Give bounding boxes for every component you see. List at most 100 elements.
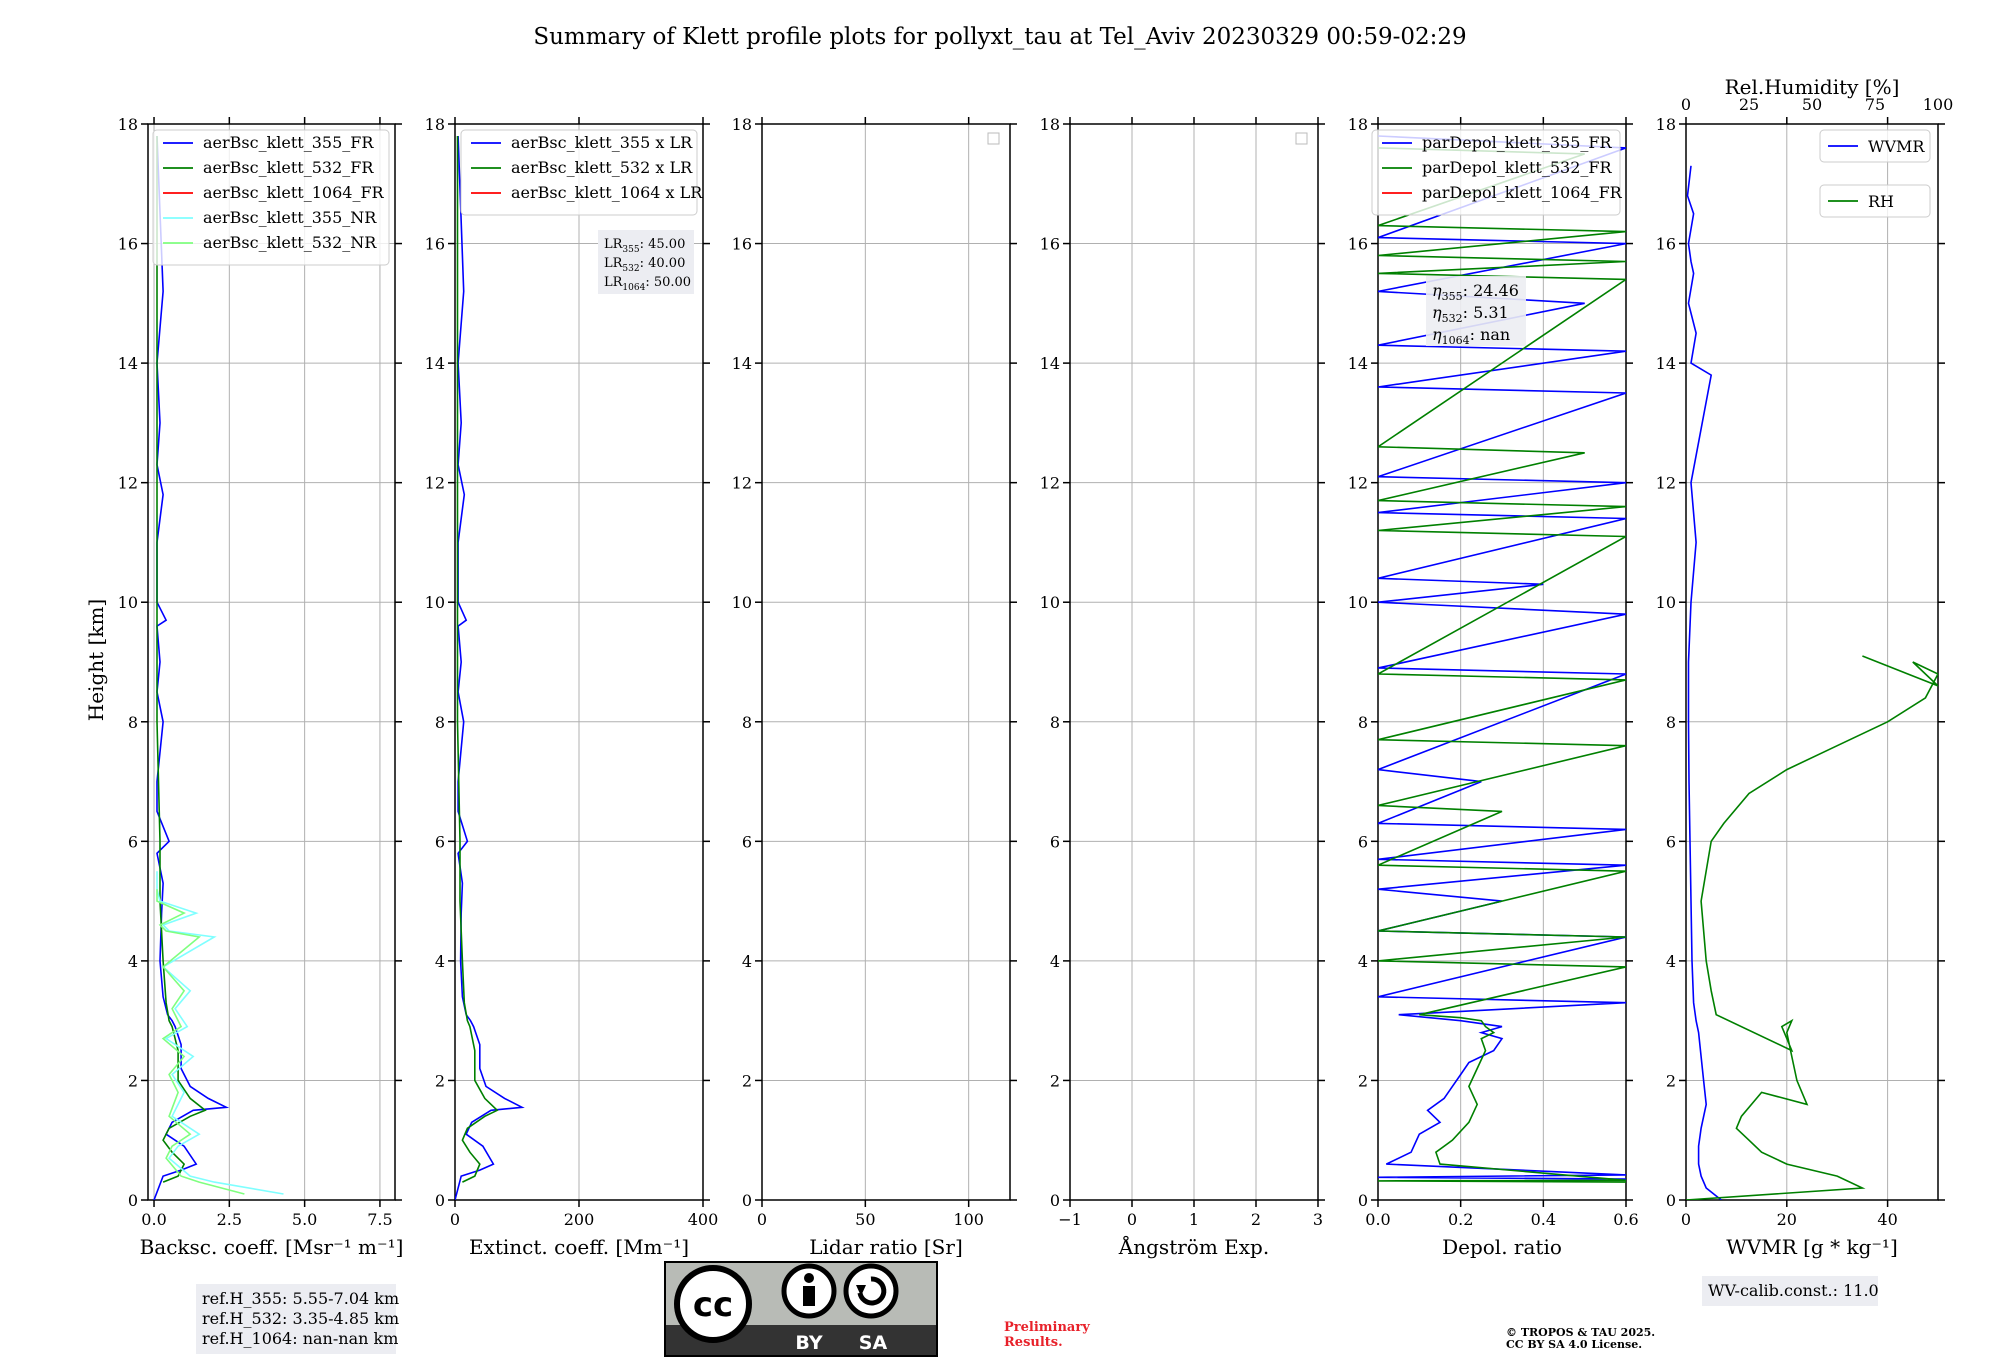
eta-annotation-box (1426, 276, 1526, 346)
eta-symbol: η (1432, 325, 1442, 344)
panel-1: 0 2 4 6 8 10 12 14 16 18 0.0 2.5 5.0 7.5 Backsc. coeff… (118, 115, 404, 1354)
y-tick-label: 12 (1656, 474, 1676, 493)
y-tick-label: 2 (435, 1071, 445, 1090)
y-tick-label: 14 (425, 354, 445, 373)
lr-value: : 50.00 (645, 275, 691, 290)
lr-subscript: 355 (622, 245, 639, 255)
top-x-tick-label: 0 (1681, 95, 1691, 114)
x-tick-label: 0.0 (1365, 1210, 1390, 1229)
y-tick-label: 14 (1656, 354, 1676, 373)
y-tick-label: 12 (1348, 474, 1368, 493)
legend-box (1819, 184, 1931, 218)
copyright-line-2: CC BY SA 4.0 License. (1506, 1338, 1642, 1351)
y-tick-label: 16 (1348, 235, 1368, 254)
legend-label: aerBsc_klett_532_FR (203, 158, 374, 177)
x-tick-label: 5.0 (292, 1210, 317, 1229)
y-tick-label: 14 (732, 354, 752, 373)
x-tick-label: 0 (450, 1210, 460, 1229)
series-line-aerBsc_klett_532_NR (156, 889, 245, 1195)
x-axis-label: Extinct. coeff. [Mm⁻¹] (469, 1235, 689, 1259)
y-tick-label: 6 (1050, 832, 1060, 851)
x-tick-label: 0.0 (141, 1210, 166, 1229)
series-group (1686, 165, 1938, 1200)
eta-subscript: 355 (1442, 290, 1463, 303)
y-tick-label: 2 (1050, 1071, 1060, 1090)
note-box (1702, 1276, 1878, 1306)
y-tick-label: 8 (435, 713, 445, 732)
panel-5: 0 2 4 6 8 10 12 14 16 18 0.0 0.2 0.4 0.6 Depol. ratio p… (1348, 115, 1639, 1259)
y-tick-label: 4 (1358, 952, 1368, 971)
svg-text:BY: BY (795, 1332, 822, 1354)
y-tick-label: 2 (128, 1071, 138, 1090)
y-tick-label: 10 (118, 593, 138, 612)
x-axis-label: Depol. ratio (1442, 1235, 1562, 1259)
y-tick-label: 0 (128, 1191, 138, 1210)
y-tick-label: 6 (1358, 832, 1368, 851)
svg-text:cc: cc (693, 1285, 733, 1325)
y-tick-label: 14 (118, 354, 138, 373)
lr-symbol: LR (604, 275, 624, 290)
figure-title: Summary of Klett profile plots for polly… (533, 24, 1466, 50)
panel-3: 0 2 4 6 8 10 12 14 16 18 0 50 100 Lidar ratio [Sr] (732, 115, 1017, 1259)
plot-frame (1685, 123, 1939, 1201)
legend-label: RH (1868, 192, 1894, 211)
y-tick-label: 10 (425, 593, 445, 612)
top-x-tick-label: 50 (1802, 95, 1822, 114)
y-tick-label: 12 (732, 474, 752, 493)
lr-annotation-line: LR532: 40.00 (604, 256, 685, 274)
x-tick-label: 0.6 (1613, 1210, 1638, 1229)
top-x-axis-label: Rel.Humidity [%] (1725, 75, 1900, 99)
y-tick-label: 4 (1666, 952, 1676, 971)
panel-6: 0 2 4 6 8 10 12 14 16 18 0 20 40 WVMR [g * kg⁻¹] 0 25 50… (1656, 75, 1954, 1306)
cc-license-badge: cc BY SA (664, 1261, 938, 1357)
y-tick-label: 8 (1666, 713, 1676, 732)
lr-symbol: LR (604, 256, 624, 271)
eta-annotation-line: η1064: nan (1432, 325, 1510, 347)
y-tick-label: 0 (742, 1191, 752, 1210)
series-line-parDepol_klett_355_FR (1378, 135, 1626, 1180)
x-tick-label: −1 (1058, 1210, 1082, 1229)
eta-annotation-line: η532: 5.31 (1432, 303, 1509, 325)
y-tick-label: 10 (732, 593, 752, 612)
y-tick-label: 14 (1348, 354, 1368, 373)
note-line: WV-calib.const.: 11.0 (1708, 1281, 1879, 1300)
y-tick-label: 18 (425, 115, 445, 134)
x-tick-label: 0 (1127, 1210, 1137, 1229)
x-tick-label: 20 (1777, 1210, 1797, 1229)
x-tick-label: 2.5 (217, 1210, 242, 1229)
legend-box (152, 129, 390, 266)
series-group (1378, 135, 1626, 1183)
x-tick-label: 0 (757, 1210, 767, 1229)
plot-frame (147, 123, 396, 1201)
top-x-tick-label: 25 (1739, 95, 1759, 114)
note-line: ref.H_532: 3.35-4.85 km (202, 1309, 399, 1328)
y-tick-label: 6 (742, 832, 752, 851)
y-tick-label: 6 (128, 832, 138, 851)
legend-label: aerBsc_klett_355 x LR (511, 133, 693, 152)
x-tick-label: 3 (1313, 1210, 1323, 1229)
y-tick-label: 2 (1358, 1071, 1368, 1090)
x-axis-label: Backsc. coeff. [Msr⁻¹ m⁻¹] (140, 1235, 404, 1259)
y-tick-label: 0 (435, 1191, 445, 1210)
y-tick-label: 10 (1040, 593, 1060, 612)
x-tick-label: 0 (1681, 1210, 1691, 1229)
y-tick-label: 4 (435, 952, 445, 971)
legend-label: parDepol_klett_1064_FR (1422, 183, 1623, 202)
legend-box (1819, 129, 1931, 163)
eta-symbol: η (1432, 303, 1442, 322)
copyright-line-1: © TROPOS & TAU 2025. (1506, 1326, 1655, 1339)
lr-symbol: LR (604, 237, 624, 252)
legend-label: aerBsc_klett_1064 x LR (511, 183, 703, 202)
y-tick-label: 10 (1656, 593, 1676, 612)
y-tick-label: 18 (1656, 115, 1676, 134)
y-tick-label: 8 (1358, 713, 1368, 732)
series-line-aerBsc_klett_355_NR (156, 871, 284, 1195)
svg-text:SA: SA (859, 1332, 888, 1354)
y-tick-label: 6 (435, 832, 445, 851)
preliminary-line-1: Preliminary (1004, 1320, 1090, 1335)
y-tick-label: 8 (742, 713, 752, 732)
y-tick-label: 16 (425, 235, 445, 254)
series-line-aerBsc_klett_355 x LR (455, 135, 525, 1200)
top-x-tick-label: 100 (1923, 95, 1954, 114)
